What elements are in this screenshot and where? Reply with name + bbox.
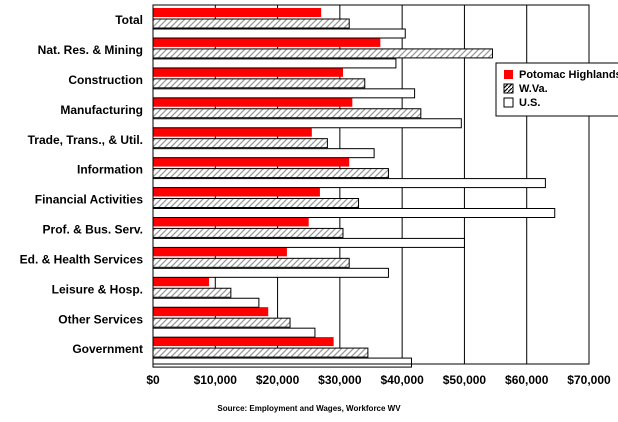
x-tick-label: $40,000: [380, 373, 424, 387]
legend-label: U.S.: [519, 97, 540, 109]
legend-box: [495, 62, 618, 117]
bar-outline: [152, 28, 406, 39]
category-label: Information: [77, 163, 143, 177]
bar-solid: [153, 307, 269, 317]
bar-diagonal-hatch: [152, 257, 350, 268]
bar-diagonal-hatch: [152, 198, 360, 208]
bar-outline: [152, 118, 462, 129]
bar-diagonal-hatch: [152, 108, 422, 119]
x-tick-label: $30,000: [318, 373, 362, 387]
legend-swatch: [503, 83, 514, 94]
plot-area-frame: [152, 4, 590, 365]
bar-outline: [152, 327, 316, 338]
legend: Potomac Highlands W.Va. U.S.: [495, 62, 618, 117]
category-labels: Total Nat. Res. & Mining Construction Manuf…: [20, 13, 144, 356]
legend-label: W.Va.: [519, 83, 548, 95]
bar-diagonal-hatch: [152, 317, 291, 328]
bar-outline: [152, 357, 412, 368]
bar-diagonal-hatch: [152, 347, 369, 358]
bar-outline: [152, 267, 389, 278]
source-note: Source: Employment and Wages, Workforce …: [217, 404, 401, 413]
category-label: Other Services: [58, 312, 143, 326]
bar-diagonal-hatch: [152, 48, 493, 59]
bar-outline: [152, 208, 556, 218]
category-label: Construction: [68, 73, 143, 87]
category-label: Leisure & Hosp.: [52, 282, 143, 296]
x-axis-tick-labels: $0 $10,000 $20,000 $30,000 $40,000 $50,000 $60…: [146, 373, 611, 387]
x-tick-label: $0: [146, 373, 160, 387]
category-label: Trade, Trans., & Util.: [28, 133, 143, 147]
bar-outline: [152, 178, 546, 189]
category-label: Total: [115, 13, 143, 27]
category-label: Prof. & Bus. Serv.: [43, 223, 143, 237]
category-label: Ed. & Health Services: [20, 252, 144, 266]
bar-solid: [153, 127, 312, 137]
bar-diagonal-hatch: [152, 138, 328, 149]
category-label: Nat. Res. & Mining: [38, 43, 143, 57]
bar-solid: [153, 247, 287, 257]
x-tick-label: $60,000: [505, 373, 549, 387]
bar-solid: [153, 97, 353, 107]
bar-solid: [153, 187, 320, 197]
x-tick-label: $70,000: [567, 373, 611, 387]
bars-group: [152, 8, 556, 368]
bar-diagonal-hatch: [152, 287, 232, 298]
bar-outline: [152, 88, 416, 99]
bar-solid: [153, 37, 381, 47]
x-tick-label: $20,000: [256, 373, 300, 387]
bar-outline: [152, 58, 397, 69]
category-label: Manufacturing: [60, 103, 143, 117]
x-tick-label: $50,000: [443, 373, 487, 387]
bar-solid: [153, 337, 334, 347]
legend-label: Potomac Highlands: [519, 69, 618, 81]
bar-solid: [153, 157, 350, 167]
bar-diagonal-hatch: [152, 18, 350, 29]
category-label: Financial Activities: [35, 193, 144, 207]
bar-diagonal-hatch: [152, 227, 344, 238]
bar-solid: [153, 277, 210, 287]
legend-swatch: [503, 97, 514, 108]
bar-diagonal-hatch: [152, 168, 389, 179]
x-tick-label: $10,000: [194, 373, 238, 387]
bar-solid: [153, 8, 322, 17]
bar-diagonal-hatch: [152, 78, 366, 89]
bar-solid: [153, 217, 309, 227]
legend-swatch: [504, 70, 513, 79]
bar-outline: [152, 237, 465, 248]
bar-solid: [153, 67, 343, 77]
bar-outline: [152, 148, 375, 159]
category-label: Government: [72, 342, 143, 356]
bar-outline: [152, 297, 260, 308]
